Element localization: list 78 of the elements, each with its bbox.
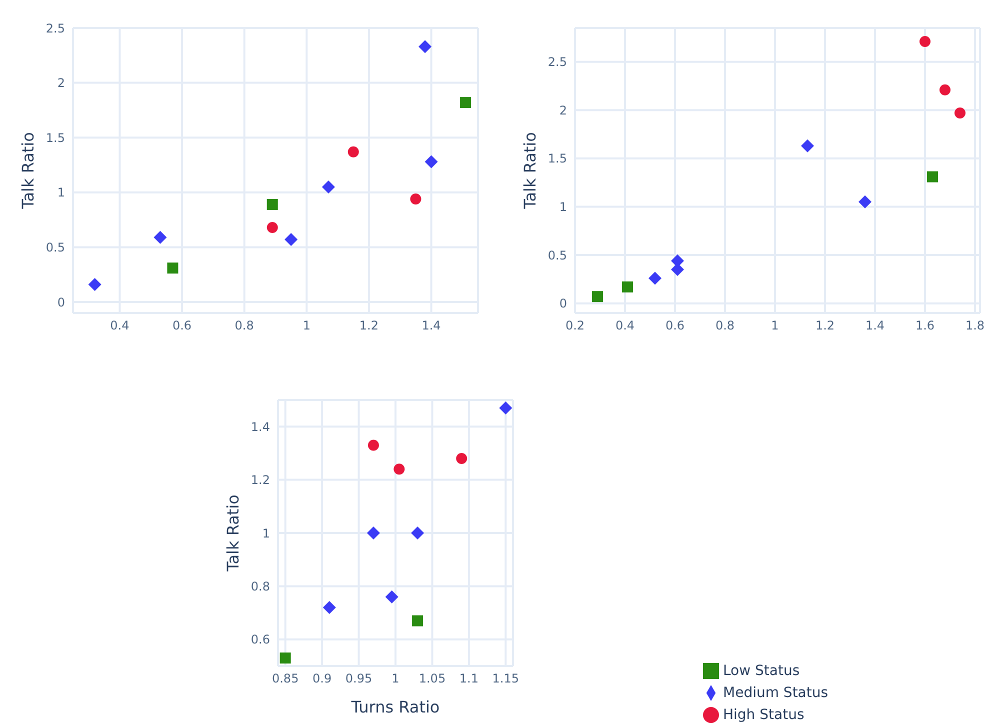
y-tick-label: 0.8 <box>250 579 270 594</box>
point <box>671 254 684 268</box>
point <box>858 195 872 208</box>
point <box>648 272 662 285</box>
x-tick-label: 1.8 <box>965 318 985 333</box>
point <box>801 139 814 152</box>
legend-label: Medium Status <box>723 685 828 701</box>
x-tick-label: 0.4 <box>110 318 130 333</box>
point <box>88 278 102 291</box>
point <box>266 222 278 233</box>
y-tick-label: 1 <box>559 200 567 214</box>
x-tick-label: 1.4 <box>865 318 885 333</box>
x-tick-label: 1.15 <box>492 672 520 686</box>
point <box>456 453 468 464</box>
x-tick-label: 0.9 <box>312 672 332 686</box>
y-tick-label: 1 <box>57 186 65 200</box>
y-tick-label: 2.5 <box>548 55 567 70</box>
point <box>284 233 298 246</box>
point <box>322 180 335 194</box>
x-tick-label: 1.2 <box>815 318 835 333</box>
point <box>167 262 178 274</box>
point <box>954 108 966 119</box>
point <box>418 40 432 54</box>
x-tick-label: 0.4 <box>615 318 635 333</box>
point <box>266 198 278 210</box>
x-tick-label: 0.8 <box>715 318 735 333</box>
x-tick-label: 1 <box>302 318 310 333</box>
point <box>394 464 405 475</box>
point <box>622 281 633 292</box>
point <box>927 171 938 182</box>
x-tick-label: 1 <box>392 672 400 686</box>
y-tick-label: 1.2 <box>250 473 270 488</box>
x-tick-label: 1.2 <box>359 318 379 333</box>
point <box>348 146 359 158</box>
point <box>424 155 438 168</box>
x-tick-label: 0.8 <box>234 318 254 333</box>
point <box>368 440 379 451</box>
point <box>592 291 603 302</box>
point <box>366 526 380 540</box>
point <box>322 600 336 614</box>
x-tick-label: 1 <box>771 318 779 333</box>
point <box>411 526 424 540</box>
legend-label: High Status <box>723 707 804 723</box>
y-tick-label: 0 <box>559 296 567 311</box>
y-tick-label: 2.5 <box>46 21 65 36</box>
point <box>499 401 512 414</box>
point <box>460 97 472 108</box>
point <box>410 194 422 204</box>
y-axis-title: Talk Ratio <box>18 132 38 210</box>
x-tick-label: 1.1 <box>459 672 478 686</box>
x-axis-title: Turns Ratio <box>350 697 440 716</box>
x-tick-label: 1.05 <box>418 672 446 686</box>
x-tick-label: 1.4 <box>422 318 441 333</box>
y-tick-label: 1.5 <box>548 152 567 166</box>
y-tick-label: 0.5 <box>46 240 65 254</box>
x-tick-label: 0.6 <box>665 318 685 333</box>
point <box>385 590 398 604</box>
x-tick-label: 0.2 <box>565 318 585 333</box>
point <box>412 615 424 626</box>
y-axis-title: Talk Ratio <box>224 494 243 572</box>
point <box>940 84 950 96</box>
y-tick-label: 2 <box>559 103 567 118</box>
y-tick-label: 0 <box>57 295 65 310</box>
point <box>280 652 291 664</box>
point <box>154 230 167 244</box>
y-tick-label: 0.6 <box>250 632 270 647</box>
x-tick-label: 1.6 <box>915 318 935 333</box>
y-tick-label: 0.5 <box>548 248 567 262</box>
legend-label: Low Status <box>723 663 800 679</box>
point <box>920 36 930 48</box>
y-axis-title: Talk Ratio <box>520 132 540 210</box>
y-tick-label: 1.4 <box>250 420 270 434</box>
x-tick-label: 0.6 <box>172 318 192 333</box>
y-tick-label: 1.5 <box>46 130 65 145</box>
x-tick-label: 0.85 <box>272 672 299 686</box>
y-tick-label: 1 <box>262 526 270 540</box>
x-tick-label: 0.95 <box>345 672 372 686</box>
y-tick-label: 2 <box>57 76 65 90</box>
